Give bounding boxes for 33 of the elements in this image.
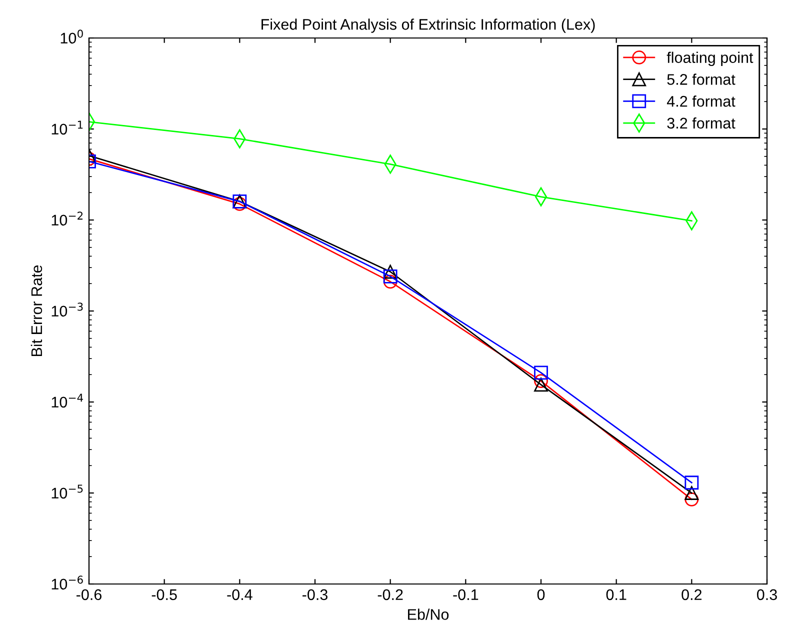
point (534, 378, 548, 392)
x-tick-label: -0.2 (378, 589, 403, 600)
x-tick-label: 0.1 (606, 589, 626, 600)
legend-label: floating point (666, 52, 754, 66)
y-tick-label: 10$^{−2}$ (52, 212, 83, 226)
x-tick-label: -0.1 (453, 589, 478, 600)
y-tick-label: 10$^{−6}$ (52, 576, 83, 590)
point (684, 486, 699, 500)
y-axis-title: Bit Error Rate (30, 265, 42, 356)
x-tick-label: 0 (537, 589, 545, 600)
point (684, 492, 699, 506)
x-axis-title: Eb/No (408, 608, 449, 620)
x-tick-label: 0.2 (682, 589, 702, 600)
x-tick-label: -0.6 (76, 589, 102, 600)
y-tick-label: 10$^{−1}$ (52, 120, 83, 135)
point (383, 269, 398, 284)
legend-label: 3.2 format (667, 117, 736, 129)
x-tick-label: 0.3 (756, 589, 777, 600)
point (383, 274, 398, 289)
point (383, 264, 398, 279)
y-tick-label: 10$^{0}$ (60, 30, 83, 44)
legend-label: 4.2 format (666, 96, 736, 107)
point (534, 374, 548, 388)
x-tick-label: -0.5 (152, 589, 177, 600)
x-tick-label: -0.4 (227, 589, 252, 600)
x-tick-label: -0.3 (302, 589, 328, 600)
legend-label: 5.2 format (667, 74, 736, 85)
point (534, 366, 548, 380)
chart-title: Fixed Point Analysis of Extrinsic Information (Lex) (262, 18, 595, 33)
y-tick-label: 10$^{−3}$ (52, 302, 83, 317)
y-tick-label: 10$^{−5}$ (52, 484, 83, 499)
y-tick-label: 10$^{−4}$ (52, 394, 83, 408)
point (684, 476, 699, 490)
